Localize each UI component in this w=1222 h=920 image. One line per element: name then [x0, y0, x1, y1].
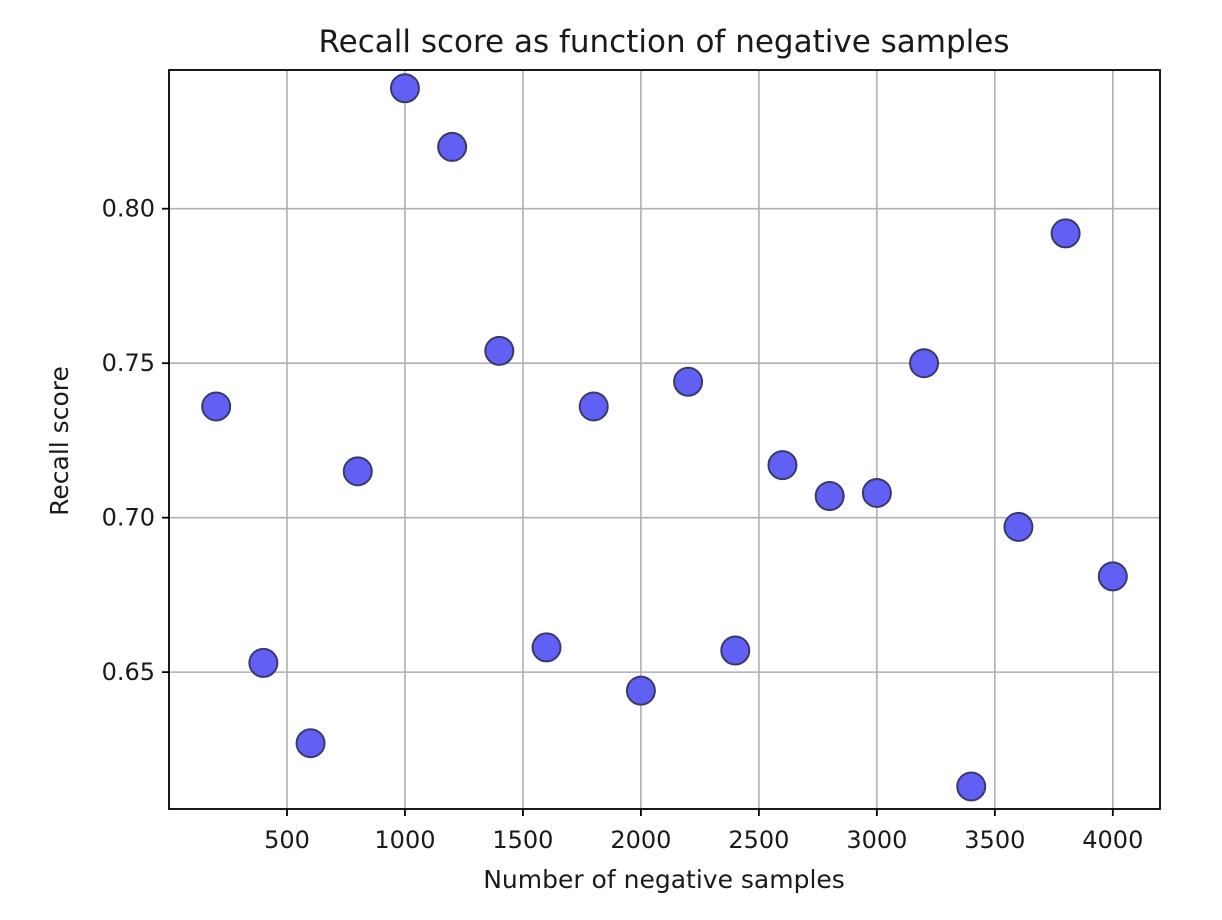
x-tick-label: 1000	[374, 826, 435, 854]
x-tick-label: 3500	[964, 826, 1025, 854]
data-point	[437, 131, 468, 162]
x-tick-label: 500	[264, 826, 310, 854]
data-point	[956, 771, 987, 802]
x-tick-label: 1500	[492, 826, 553, 854]
y-axis-label: Recall score	[45, 366, 74, 516]
data-point	[578, 391, 609, 422]
data-point	[201, 391, 232, 422]
data-point	[531, 632, 562, 663]
x-tick-label: 4000	[1082, 826, 1143, 854]
data-point	[625, 675, 656, 706]
data-points	[201, 73, 1128, 802]
axis-ticks: 500 1000 1500 2000 2500 3000 3500 4000 0.65 0.70 0…	[102, 195, 1144, 854]
y-tick-label: 0.65	[102, 658, 155, 686]
x-axis-label: Number of negative samples	[483, 865, 845, 894]
y-tick-label: 0.75	[102, 349, 155, 377]
y-tick-label: 0.70	[102, 504, 155, 532]
x-tick-label: 2000	[610, 826, 671, 854]
data-point	[861, 477, 892, 508]
x-tick-label: 3000	[846, 826, 907, 854]
data-point	[342, 456, 373, 487]
data-point	[814, 481, 845, 512]
data-point	[673, 366, 704, 397]
grid-lines	[169, 70, 1160, 809]
data-point	[720, 635, 751, 666]
data-point	[1003, 511, 1034, 542]
data-point	[248, 647, 279, 678]
y-tick-label: 0.80	[102, 195, 155, 223]
data-point	[295, 728, 326, 759]
chart-title: Recall score as function of negative sam…	[318, 24, 1009, 60]
x-tick-label: 2500	[728, 826, 789, 854]
data-point	[389, 73, 420, 104]
data-point	[767, 450, 798, 481]
data-point	[909, 348, 940, 379]
data-point	[1097, 561, 1128, 592]
data-point	[1050, 218, 1081, 249]
data-point	[484, 335, 515, 366]
plot-frame	[168, 69, 1161, 810]
